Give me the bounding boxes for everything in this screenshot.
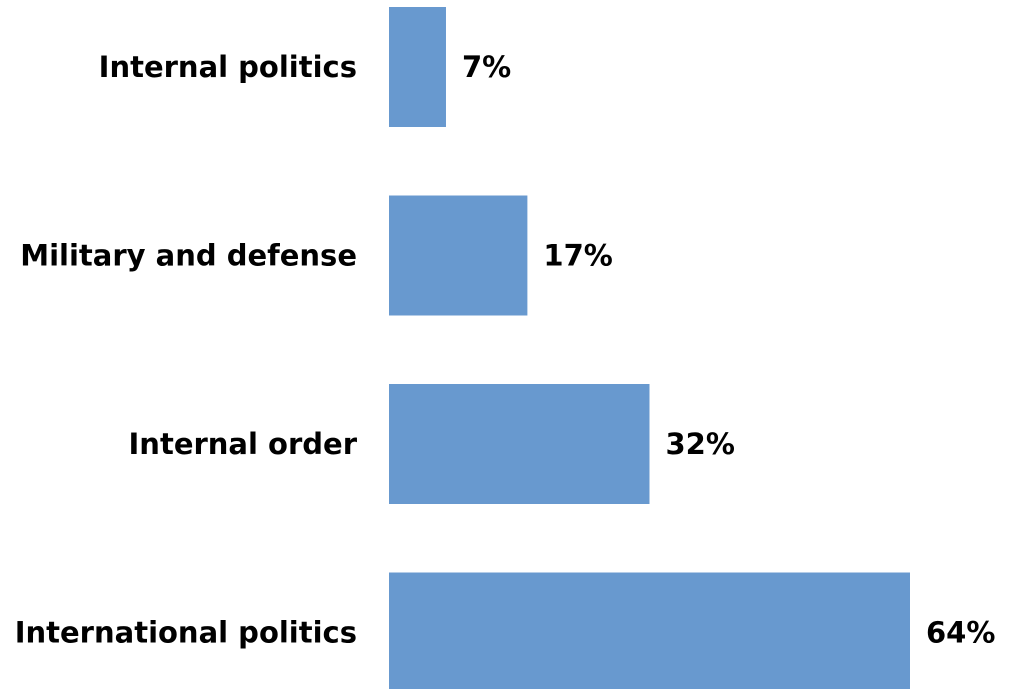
category-label-international-politics: International politics bbox=[15, 616, 357, 650]
bar-military-and-defense bbox=[389, 195, 528, 316]
value-label-internal-order: 32% bbox=[666, 427, 735, 461]
value-label-international-politics: 64% bbox=[926, 616, 995, 650]
category-labels-group: Internal politics Military and defense Int… bbox=[15, 50, 358, 650]
value-labels-group: 7% 17% 32% 64% bbox=[462, 50, 995, 650]
bar-internal-politics bbox=[389, 7, 446, 127]
bars-group bbox=[389, 7, 910, 689]
value-label-internal-politics: 7% bbox=[462, 50, 511, 84]
bar-international-politics bbox=[389, 572, 910, 689]
value-label-military-and-defense: 17% bbox=[543, 239, 612, 273]
category-label-internal-politics: Internal politics bbox=[99, 50, 357, 84]
bar-internal-order bbox=[389, 384, 650, 504]
category-label-internal-order: Internal order bbox=[129, 427, 358, 461]
category-label-military-and-defense: Military and defense bbox=[20, 239, 357, 273]
